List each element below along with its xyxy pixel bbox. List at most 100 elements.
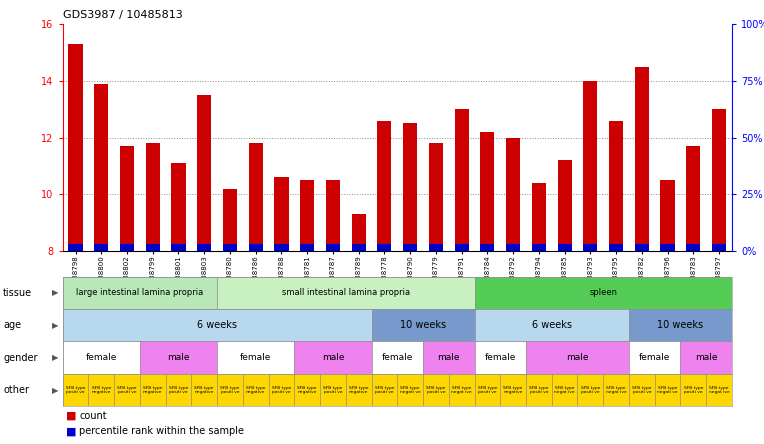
Bar [474, 277, 732, 309]
Bar [300, 180, 314, 251]
Text: male: male [695, 353, 717, 362]
Bar [532, 244, 546, 251]
Text: female: female [381, 353, 413, 362]
Bar [423, 374, 448, 406]
Text: SFB type
positi ve: SFB type positi ve [426, 386, 445, 394]
Text: SFB type
positi ve: SFB type positi ve [66, 386, 86, 394]
Text: SFB type
negative: SFB type negative [349, 386, 368, 394]
Text: SFB type
negative: SFB type negative [246, 386, 265, 394]
Bar [706, 374, 732, 406]
Bar [474, 309, 629, 341]
Text: 10 weeks: 10 weeks [657, 320, 704, 330]
Bar [500, 374, 526, 406]
Bar [578, 374, 604, 406]
Text: SFB type
negat ive: SFB type negat ive [709, 386, 730, 394]
Bar [629, 341, 681, 374]
Bar [377, 121, 391, 251]
Bar [558, 244, 571, 251]
Bar [371, 374, 397, 406]
Text: percentile rank within the sample: percentile rank within the sample [79, 426, 244, 436]
Text: SFB type
negati ve: SFB type negati ve [400, 386, 420, 394]
Text: 6 weeks: 6 weeks [197, 320, 237, 330]
Bar [629, 374, 655, 406]
Bar [558, 160, 571, 251]
Text: SFB type
positi ve: SFB type positi ve [374, 386, 394, 394]
Text: SFB type
positi ve: SFB type positi ve [529, 386, 549, 394]
Text: SFB type
positi ve: SFB type positi ve [684, 386, 703, 394]
Bar [712, 244, 726, 251]
Text: SFB type
negative: SFB type negative [143, 386, 163, 394]
Bar [448, 374, 474, 406]
Text: ▶: ▶ [52, 288, 59, 297]
Text: SFB type
negative: SFB type negative [297, 386, 317, 394]
Bar [377, 244, 391, 251]
Bar [191, 374, 217, 406]
Bar [681, 374, 706, 406]
Text: SFB type
positi ve: SFB type positi ve [220, 386, 240, 394]
Bar [217, 277, 474, 309]
Text: SFB type
positi ve: SFB type positi ve [117, 386, 137, 394]
Bar [686, 146, 701, 251]
Bar [217, 341, 294, 374]
Bar [481, 244, 494, 251]
Bar [63, 309, 371, 341]
Bar [609, 244, 623, 251]
Text: SFB type
negative: SFB type negative [503, 386, 523, 394]
Bar [274, 244, 289, 251]
Bar [346, 374, 371, 406]
Text: female: female [86, 353, 117, 362]
Bar [635, 244, 649, 251]
Text: ▶: ▶ [52, 321, 59, 330]
Bar [429, 244, 443, 251]
Text: SFB type
negative: SFB type negative [195, 386, 214, 394]
Bar [294, 374, 320, 406]
Text: other: other [3, 385, 29, 395]
Bar [94, 244, 108, 251]
Bar [526, 341, 629, 374]
Text: male: male [322, 353, 344, 362]
Text: SFB type
positi ve: SFB type positi ve [581, 386, 600, 394]
Bar [455, 244, 468, 251]
Text: ■: ■ [66, 411, 77, 421]
Bar [269, 374, 294, 406]
Text: male: male [566, 353, 589, 362]
Bar [371, 341, 423, 374]
Bar [681, 341, 732, 374]
Bar [526, 374, 552, 406]
Bar [248, 244, 263, 251]
Bar [248, 143, 263, 251]
Bar [351, 214, 366, 251]
Bar [371, 309, 474, 341]
Bar [583, 81, 597, 251]
Bar [604, 374, 629, 406]
Bar [712, 109, 726, 251]
Bar [661, 244, 675, 251]
Bar [481, 132, 494, 251]
Bar [635, 67, 649, 251]
Text: small intestinal lamina propria: small intestinal lamina propria [282, 288, 410, 297]
Bar [429, 143, 443, 251]
Text: large intestinal lamina propria: large intestinal lamina propria [76, 288, 203, 297]
Bar [403, 123, 417, 251]
Bar [300, 244, 314, 251]
Bar [474, 341, 526, 374]
Text: SFB type
negat ive: SFB type negat ive [452, 386, 472, 394]
Text: SFB type
negat ive: SFB type negat ive [606, 386, 626, 394]
Bar [140, 374, 166, 406]
Text: female: female [484, 353, 516, 362]
Bar [423, 341, 474, 374]
Bar [94, 84, 108, 251]
Bar [197, 244, 212, 251]
Text: SFB type
positi ve: SFB type positi ve [632, 386, 652, 394]
Bar [166, 374, 191, 406]
Bar [661, 180, 675, 251]
Bar [89, 374, 114, 406]
Text: 6 weeks: 6 weeks [532, 320, 571, 330]
Text: male: male [438, 353, 460, 362]
Bar [223, 189, 237, 251]
Text: SFB type
positi ve: SFB type positi ve [272, 386, 291, 394]
Bar [397, 374, 423, 406]
Text: gender: gender [3, 353, 37, 363]
Bar [655, 374, 681, 406]
Bar [351, 244, 366, 251]
